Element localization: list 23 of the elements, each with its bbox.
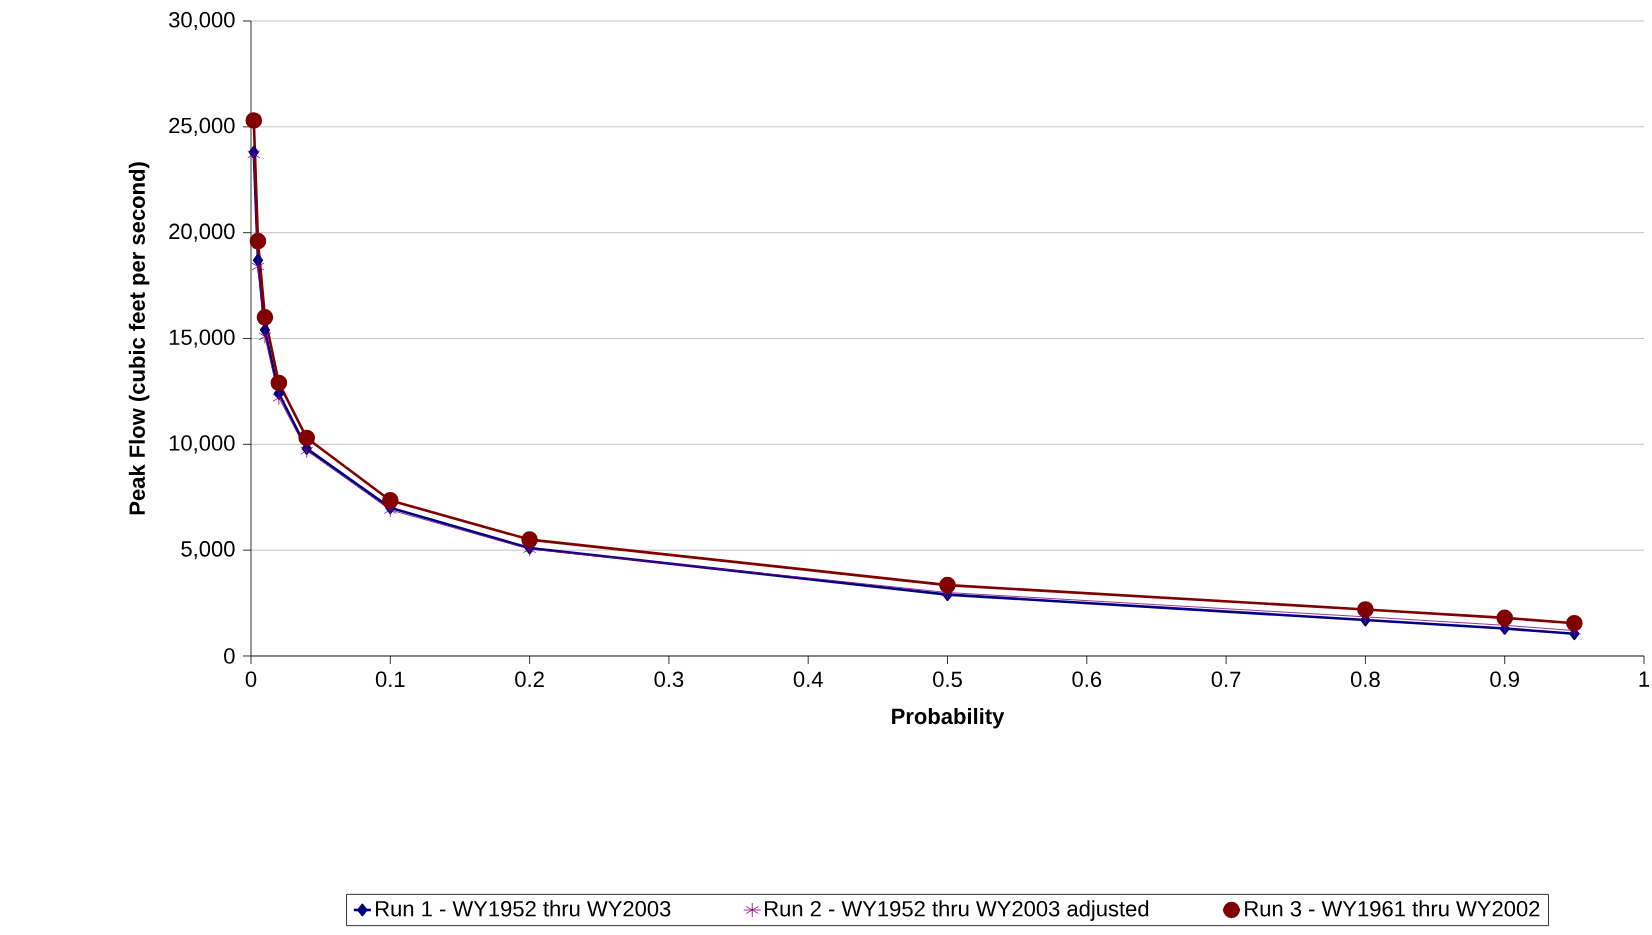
x-tick-label: 0.2 (515, 671, 544, 688)
legend-label: Run 1 - WY1952 thru WY2003 (376, 900, 671, 917)
y-tick-label: 20,000 (169, 223, 235, 242)
x-tick-label: 0.9 (1490, 671, 1519, 688)
x-tick-label: 1 (1639, 671, 1650, 687)
y-tick-label: 25,000 (169, 117, 235, 136)
x-axis-title: Probability (892, 707, 1005, 729)
y-axis-title: Peak Flow (cubic feet per second) (128, 162, 150, 515)
x-tick-label: 0.4 (793, 671, 823, 688)
y-tick-label: 30,000 (169, 11, 235, 31)
legend-label: Run 3 - WY1961 thru WY2002 (1245, 900, 1540, 917)
x-tick-label: 0.5 (933, 671, 962, 688)
x-tick-label: 0.8 (1350, 671, 1380, 688)
x-tick-label: 0.6 (1072, 671, 1102, 688)
x-tick-label: 0.3 (654, 671, 684, 688)
y-tick-label: 5,000 (181, 541, 235, 560)
y-tick-label: 0 (224, 648, 235, 664)
x-tick-label: 0.7 (1211, 671, 1241, 688)
legend-label: Run 2 - WY1952 thru WY2003 adjusted (765, 900, 1149, 921)
x-tick-label: 0 (245, 671, 257, 688)
x-tick-label: 0.1 (375, 671, 405, 688)
y-tick-label: 10,000 (169, 435, 235, 454)
y-tick-label: 15,000 (169, 329, 235, 348)
